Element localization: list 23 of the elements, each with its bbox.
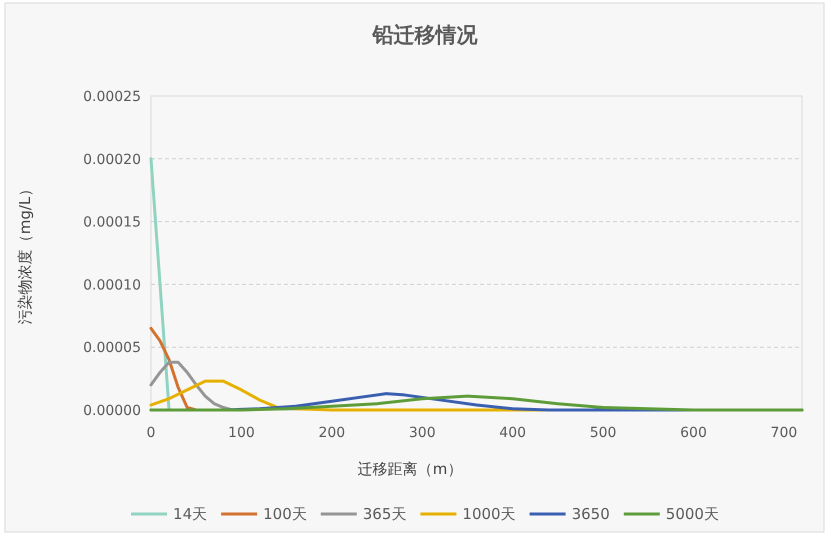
y-tick-label: 0.00020 bbox=[83, 152, 141, 168]
x-tick-label: 700 bbox=[770, 425, 798, 441]
legend-label: 365天 bbox=[362, 505, 406, 523]
legend-label: 5000天 bbox=[666, 505, 719, 523]
legend-label: 14天 bbox=[173, 505, 208, 523]
y-tick-label: 0.00000 bbox=[83, 403, 141, 419]
y-tick-label: 0.00015 bbox=[83, 214, 141, 231]
x-tick-label: 100 bbox=[228, 425, 255, 441]
chart-title: 铅迁移情况 bbox=[372, 23, 478, 47]
legend-label: 100天 bbox=[263, 505, 307, 523]
y-axis-title: 污染物浓度（mg/L） bbox=[16, 182, 34, 324]
legend-label: 1000天 bbox=[462, 505, 516, 523]
x-tick-label: 300 bbox=[408, 425, 436, 441]
x-tick-label: 200 bbox=[318, 425, 346, 441]
x-tick-label: 600 bbox=[680, 425, 707, 441]
y-tick-label: 0.00005 bbox=[83, 340, 141, 356]
x-tick-label: 400 bbox=[499, 425, 526, 441]
x-tick-label: 500 bbox=[590, 425, 616, 441]
y-tick-label: 0.00010 bbox=[83, 277, 141, 294]
y-tick-label: 0.00025 bbox=[83, 89, 141, 105]
x-axis-title: 迁移距离（m） bbox=[358, 460, 462, 478]
x-tick-label: 0 bbox=[146, 425, 156, 441]
legend-label: 3650 bbox=[572, 505, 610, 523]
